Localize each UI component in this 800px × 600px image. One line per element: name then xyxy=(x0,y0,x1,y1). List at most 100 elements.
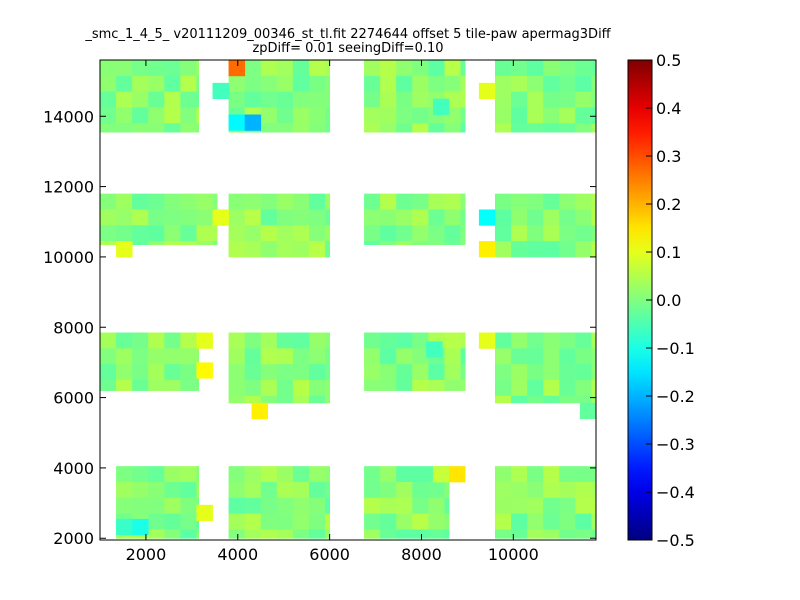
heatmap-cell xyxy=(494,209,512,226)
heatmap-cell xyxy=(260,380,278,397)
heatmap-cell xyxy=(364,209,381,226)
heatmap-cell-highlight xyxy=(478,332,496,349)
heatmap-cell xyxy=(164,348,181,365)
heatmap-cell-highlight xyxy=(426,341,443,358)
heatmap-cell xyxy=(380,466,397,483)
chart-title-line2: zpDiff= 0.01 seeingDiff=0.10 xyxy=(252,41,443,56)
heatmap-cell xyxy=(180,348,197,365)
y-tick-label: 8000 xyxy=(53,318,94,337)
heatmap-cell xyxy=(444,75,461,93)
heatmap-cell xyxy=(444,60,461,77)
heatmap-cell-highlight xyxy=(116,518,133,536)
heatmap-cell xyxy=(196,513,200,530)
heatmap-cell-highlight xyxy=(478,241,496,258)
heatmap-cell xyxy=(527,395,544,404)
heatmap-cell xyxy=(460,348,466,365)
heatmap-cell xyxy=(364,513,381,530)
heatmap-cell xyxy=(364,481,381,499)
heatmap-cell xyxy=(116,60,133,77)
heatmap-cell xyxy=(396,209,413,226)
heatmap-cell xyxy=(494,75,512,93)
heatmap-cell xyxy=(196,348,200,365)
heatmap-cell xyxy=(543,481,560,499)
heatmap-cell xyxy=(308,380,326,397)
heatmap-cell xyxy=(196,209,213,226)
heatmap-cell xyxy=(116,380,133,391)
heatmap-cell xyxy=(494,123,512,133)
heatmap-cell xyxy=(364,123,381,133)
heatmap-cell xyxy=(543,193,560,210)
heatmap-cell xyxy=(100,241,117,246)
heatmap-cell xyxy=(276,481,294,499)
heatmap-cell xyxy=(575,348,592,365)
heatmap-cell xyxy=(396,332,413,349)
heatmap-cell xyxy=(276,364,294,381)
heatmap-cell xyxy=(460,60,466,77)
heatmap-cell xyxy=(543,513,560,530)
heatmap-cell xyxy=(412,481,429,499)
heatmap-cell xyxy=(575,364,592,381)
heatmap-cell xyxy=(412,380,429,391)
colorbar: 0.5 0.4 0.3 0.2 0.1 0.0 −0.1 −0.2 −0.3 −0.4 −0.5 xyxy=(627,51,695,550)
heatmap-cell xyxy=(575,395,592,404)
heatmap-cell xyxy=(396,241,413,246)
heatmap-cell xyxy=(164,332,181,349)
heatmap-cell xyxy=(494,60,512,77)
heatmap-cell xyxy=(527,481,544,499)
heatmap-cell xyxy=(180,123,197,133)
heatmap-cell xyxy=(276,123,294,133)
heatmap-cell-highlight xyxy=(212,82,229,100)
heatmap-cell xyxy=(559,348,576,365)
heatmap-cell xyxy=(412,497,429,515)
heatmap-cell xyxy=(180,209,197,226)
heatmap-cell xyxy=(228,348,246,365)
heatmap-cell xyxy=(325,529,331,539)
heatmap-cell xyxy=(559,75,576,93)
heatmap-cell xyxy=(559,364,576,381)
heatmap-cell xyxy=(364,466,381,483)
heatmap-cell xyxy=(228,395,246,404)
heatmap-cell xyxy=(527,225,544,242)
heatmap-cell xyxy=(575,241,592,258)
heatmap-cell xyxy=(260,123,278,133)
heatmap-cell xyxy=(460,193,466,210)
heatmap-cell xyxy=(100,60,117,77)
heatmap-cell xyxy=(325,107,331,124)
heatmap-cell xyxy=(148,513,165,530)
heatmap-cell xyxy=(148,75,165,93)
colorbar-tick-label: 0.2 xyxy=(656,195,681,214)
heatmap-cell xyxy=(164,209,181,226)
heatmap-cell xyxy=(396,466,413,483)
heatmap-cell xyxy=(325,75,331,93)
heatmap-cell xyxy=(575,193,592,210)
heatmap-cell xyxy=(260,241,278,258)
heatmap-cell xyxy=(527,241,544,258)
heatmap-cell xyxy=(511,241,528,258)
heatmap-cell xyxy=(380,481,397,499)
heatmap-cell xyxy=(308,75,326,93)
heatmap-cell xyxy=(380,209,397,226)
heatmap-cell xyxy=(292,209,310,226)
heatmap-cell xyxy=(511,60,528,77)
heatmap-cell xyxy=(364,529,381,539)
heatmap-cell xyxy=(308,60,326,77)
heatmap-cell xyxy=(460,380,466,391)
heatmap-cell xyxy=(396,75,413,93)
heatmap-cell xyxy=(148,466,165,483)
heatmap-cell xyxy=(380,332,397,349)
heatmap-cell xyxy=(148,241,165,246)
heatmap-cell xyxy=(543,395,560,404)
heatmap-cell xyxy=(164,91,181,108)
heatmap-cell xyxy=(527,209,544,226)
heatmap-cell-highlight xyxy=(478,209,496,226)
heatmap-cell xyxy=(527,513,544,530)
heatmap-cell xyxy=(575,225,592,242)
y-tick-label: 14000 xyxy=(43,107,94,126)
heatmap-cell xyxy=(364,332,381,349)
heatmap-cell xyxy=(460,241,466,246)
heatmap-cell xyxy=(276,395,294,404)
heatmap-cell-highlight xyxy=(579,402,596,420)
heatmap-cell-highlight xyxy=(196,504,213,522)
heatmap-cell xyxy=(100,225,117,242)
